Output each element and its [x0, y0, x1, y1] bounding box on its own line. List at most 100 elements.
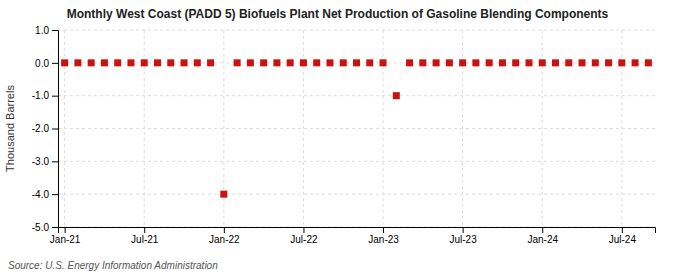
x-axis-line — [59, 228, 656, 234]
marker — [459, 59, 466, 66]
marker — [234, 59, 241, 66]
y-tick-mark — [52, 227, 58, 228]
marker — [61, 59, 68, 66]
x-tick-mark — [542, 227, 543, 233]
x-tick-label: Jan-24 — [527, 234, 558, 245]
x-axis: Jan-21 Jul-21 Jan-22 Jul-22 Jan-23 Jul-23 Jan-… — [50, 227, 656, 245]
marker — [273, 59, 280, 66]
marker — [326, 59, 333, 66]
y-tick-mark — [52, 63, 58, 64]
plot-area: 1.00.0-1.0-2.0-3.0-4.0-5.0Jan-21Jul-21Ja… — [32, 25, 656, 245]
marker — [579, 59, 586, 66]
marker — [446, 59, 453, 66]
marker — [101, 59, 108, 66]
x-tick: Jan-22 — [209, 227, 240, 245]
marker — [552, 59, 559, 66]
marker — [645, 59, 652, 66]
marker — [525, 59, 532, 66]
y-tick-label: 0.0 — [35, 58, 49, 69]
x-tick-label: Jul-23 — [450, 234, 478, 245]
marker — [605, 59, 612, 66]
marker — [592, 59, 599, 66]
marker — [565, 59, 572, 66]
marker — [300, 59, 307, 66]
grid-line-y — [58, 95, 655, 96]
marker — [393, 92, 400, 99]
marker — [260, 59, 267, 66]
marker — [406, 59, 413, 66]
marker — [287, 59, 294, 66]
y-tick-mark — [52, 161, 58, 162]
y-tick: -5.0 — [32, 222, 58, 233]
marker — [114, 59, 121, 66]
x-tick: Jul-21 — [131, 227, 159, 245]
chart: 1.00.0-1.0-2.0-3.0-4.0-5.0Jan-21Jul-21Ja… — [0, 0, 675, 275]
x-tick: Jul-24 — [609, 227, 637, 245]
x-tick-mark — [224, 227, 225, 233]
x-tick-mark — [65, 227, 66, 233]
grid — [58, 30, 655, 227]
marker — [247, 59, 254, 66]
x-tick-mark — [622, 227, 623, 233]
y-tick-label: -5.0 — [32, 222, 50, 233]
y-tick-mark — [52, 96, 58, 97]
y-tick-mark — [52, 194, 58, 195]
marker — [499, 59, 506, 66]
x-tick-mark — [303, 227, 304, 233]
marker — [340, 59, 347, 66]
marker — [472, 59, 479, 66]
marker — [88, 59, 95, 66]
marker — [313, 59, 320, 66]
x-tick: Jan-21 — [50, 227, 81, 245]
y-tick: -3.0 — [32, 156, 58, 167]
marker — [433, 59, 440, 66]
source: Source: U.S. Energy Information Administ… — [8, 260, 218, 271]
marker — [419, 59, 426, 66]
y-tick: -2.0 — [32, 123, 58, 134]
x-tick-mark — [463, 227, 464, 233]
grid-line-y — [58, 30, 655, 31]
x-tick: Jul-23 — [450, 227, 478, 245]
y-axis-line — [52, 31, 59, 228]
x-tick-label: Jul-22 — [290, 234, 318, 245]
y-axis-title: Thousand Barrels — [4, 85, 16, 172]
marker — [167, 59, 174, 66]
marker — [486, 59, 493, 66]
y-tick: -4.0 — [32, 189, 58, 200]
y-tick-label: -3.0 — [32, 156, 50, 167]
grid-line-y — [58, 161, 655, 162]
y-tick-mark — [52, 129, 58, 130]
y-tick-label: -4.0 — [32, 189, 50, 200]
grid-line-y — [58, 194, 655, 195]
marker — [380, 59, 387, 66]
x-tick-label: Jul-21 — [131, 234, 159, 245]
marker — [127, 59, 134, 66]
y-tick: 1.0 — [35, 25, 58, 36]
y-axis: 1.0 0.0 -1.0 -2.0 -3.0 -4.0 -5.0 — [32, 25, 59, 233]
grid-line-y — [58, 128, 655, 129]
marker — [154, 59, 161, 66]
x-tick-mark — [383, 227, 384, 233]
x-tick: Jan-24 — [527, 227, 558, 245]
marker — [632, 59, 639, 66]
x-tick-label: Jul-24 — [609, 234, 637, 245]
marker — [353, 59, 360, 66]
y-tick-label: -1.0 — [32, 90, 50, 101]
marker — [618, 59, 625, 66]
title: Monthly West Coast (PADD 5) Biofuels Pla… — [67, 7, 609, 21]
marker — [539, 59, 546, 66]
marker — [181, 59, 188, 66]
markers — [61, 59, 652, 197]
marker — [220, 191, 227, 198]
marker — [194, 59, 201, 66]
x-tick-label: Jan-21 — [50, 234, 81, 245]
y-tick-mark — [52, 30, 58, 31]
marker — [512, 59, 519, 66]
x-tick-mark — [144, 227, 145, 233]
y-tick: 0.0 — [35, 58, 58, 69]
x-tick-label: Jan-23 — [368, 234, 399, 245]
marker — [74, 59, 81, 66]
y-tick-label: 1.0 — [35, 25, 49, 36]
x-tick: Jul-22 — [290, 227, 318, 245]
marker — [366, 59, 373, 66]
